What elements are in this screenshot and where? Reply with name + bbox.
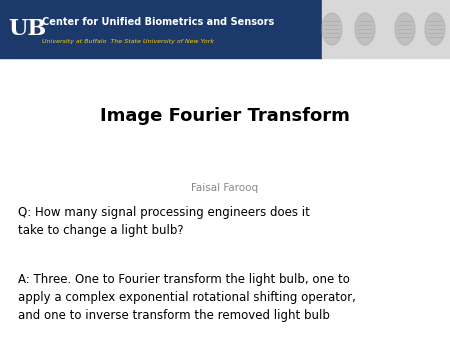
Text: Center for Unified Biometrics and Sensors: Center for Unified Biometrics and Sensor…	[42, 17, 274, 27]
Text: Faisal Farooq: Faisal Farooq	[191, 183, 259, 193]
Text: University at Buffalo  The State University of New York: University at Buffalo The State Universi…	[42, 39, 214, 44]
Text: A: Three. One to Fourier transform the light bulb, one to
apply a complex expone: A: Three. One to Fourier transform the l…	[18, 273, 356, 322]
Bar	[0, 0, 322, 58]
Text: UB: UB	[8, 18, 46, 40]
Ellipse shape	[395, 13, 415, 45]
Ellipse shape	[355, 13, 375, 45]
Ellipse shape	[322, 13, 342, 45]
Text: Q: How many signal processing engineers does it
take to change a light bulb?: Q: How many signal processing engineers …	[18, 206, 310, 237]
Text: Image Fourier Transform: Image Fourier Transform	[100, 107, 350, 125]
Ellipse shape	[425, 13, 445, 45]
Bar	[0, 58, 450, 338]
Bar	[322, 0, 450, 58]
